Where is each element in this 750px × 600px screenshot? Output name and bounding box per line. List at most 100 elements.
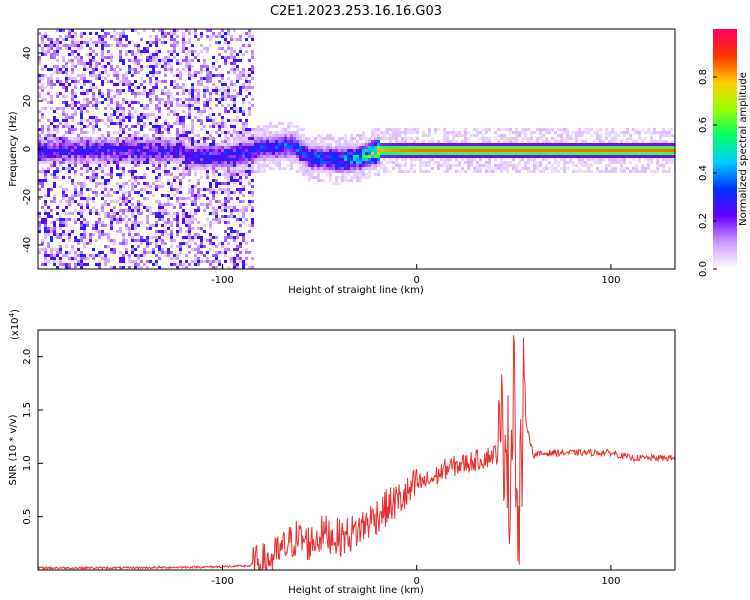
heatmap-cell xyxy=(194,173,197,176)
heatmap-cell xyxy=(215,266,218,269)
heatmap-cell xyxy=(452,155,455,158)
heatmap-cell xyxy=(83,131,86,134)
heatmap-cell xyxy=(125,200,128,203)
heatmap-cell xyxy=(521,128,524,131)
heatmap-cell xyxy=(446,146,449,149)
heatmap-cell xyxy=(584,146,587,149)
heatmap-cell xyxy=(176,29,179,32)
heatmap-cell xyxy=(149,89,152,92)
heatmap-cell xyxy=(371,128,374,131)
heatmap-cell xyxy=(254,140,257,143)
heatmap-cell xyxy=(170,236,173,239)
heatmap-cell xyxy=(491,170,494,173)
heatmap-cell xyxy=(155,179,158,182)
heatmap-cell xyxy=(575,146,578,149)
heatmap-cell xyxy=(86,167,89,170)
heatmap-cell xyxy=(44,158,47,161)
heatmap-cell xyxy=(188,212,191,215)
heatmap-cell xyxy=(626,155,629,158)
heatmap-cell xyxy=(248,164,251,167)
heatmap-cell xyxy=(188,149,191,152)
heatmap-cell xyxy=(488,161,491,164)
heatmap-cell xyxy=(365,140,368,143)
heatmap-cell xyxy=(131,236,134,239)
heatmap-cell xyxy=(68,158,71,161)
heatmap-cell xyxy=(233,119,236,122)
heatmap-cell xyxy=(116,137,119,140)
heatmap-cell xyxy=(251,98,254,101)
heatmap-cell xyxy=(62,152,65,155)
heatmap-cell xyxy=(59,161,62,164)
heatmap-cell xyxy=(158,110,161,113)
heatmap-cell xyxy=(194,140,197,143)
heatmap-cell xyxy=(77,101,80,104)
heatmap-cell xyxy=(224,209,227,212)
heatmap-cell xyxy=(266,131,269,134)
heatmap-cell xyxy=(608,164,611,167)
heatmap-cell xyxy=(410,158,413,161)
heatmap-cell xyxy=(224,176,227,179)
heatmap-cell xyxy=(227,242,230,245)
heatmap-cell xyxy=(494,146,497,149)
heatmap-cell xyxy=(512,149,515,152)
spectrogram-x-label: Height of straight line (km) xyxy=(288,285,424,296)
heatmap-cell xyxy=(56,170,59,173)
heatmap-cell xyxy=(407,170,410,173)
heatmap-cell xyxy=(452,140,455,143)
heatmap-cell xyxy=(62,254,65,257)
heatmap-cell xyxy=(191,167,194,170)
heatmap-cell xyxy=(476,164,479,167)
heatmap-cell xyxy=(128,83,131,86)
heatmap-cell xyxy=(98,254,101,257)
heatmap-cell xyxy=(218,89,221,92)
x-tick-label: -100 xyxy=(211,576,234,587)
heatmap-cell xyxy=(62,44,65,47)
heatmap-cell xyxy=(353,137,356,140)
heatmap-cell xyxy=(200,161,203,164)
heatmap-cell xyxy=(59,200,62,203)
heatmap-cell xyxy=(620,170,623,173)
heatmap-cell xyxy=(170,230,173,233)
colorbar-tick-label: 0.2 xyxy=(698,213,709,229)
heatmap-cell xyxy=(155,149,158,152)
heatmap-cell xyxy=(80,191,83,194)
heatmap-cell xyxy=(260,170,263,173)
heatmap-cell xyxy=(650,149,653,152)
heatmap-cell xyxy=(80,110,83,113)
heatmap-cell xyxy=(248,110,251,113)
heatmap-cell xyxy=(563,128,566,131)
heatmap-cell xyxy=(236,254,239,257)
heatmap-cell xyxy=(191,215,194,218)
heatmap-cell xyxy=(353,143,356,146)
heatmap-cell xyxy=(401,158,404,161)
heatmap-cell xyxy=(434,143,437,146)
heatmap-cell xyxy=(53,197,56,200)
heatmap-cell xyxy=(92,86,95,89)
heatmap-cell xyxy=(212,194,215,197)
heatmap-cell xyxy=(590,155,593,158)
heatmap-cell xyxy=(467,167,470,170)
heatmap-cell xyxy=(92,254,95,257)
heatmap-cell xyxy=(47,140,50,143)
heatmap-cell xyxy=(95,140,98,143)
heatmap-cell xyxy=(74,221,77,224)
heatmap-cell xyxy=(584,161,587,164)
heatmap-cell xyxy=(86,140,89,143)
heatmap-cell xyxy=(176,158,179,161)
heatmap-cell xyxy=(500,143,503,146)
heatmap-cell xyxy=(236,218,239,221)
heatmap-cell xyxy=(113,200,116,203)
heatmap-cell xyxy=(185,236,188,239)
heatmap-cell xyxy=(509,131,512,134)
heatmap-cell xyxy=(134,134,137,137)
heatmap-cell xyxy=(335,149,338,152)
heatmap-cell xyxy=(140,113,143,116)
snr-frame xyxy=(37,329,676,571)
heatmap-cell xyxy=(188,236,191,239)
heatmap-cell xyxy=(221,104,224,107)
heatmap-cell xyxy=(173,80,176,83)
heatmap-cell xyxy=(119,113,122,116)
heatmap-cell xyxy=(155,107,158,110)
heatmap-cell xyxy=(659,140,662,143)
heatmap-cell xyxy=(206,116,209,119)
